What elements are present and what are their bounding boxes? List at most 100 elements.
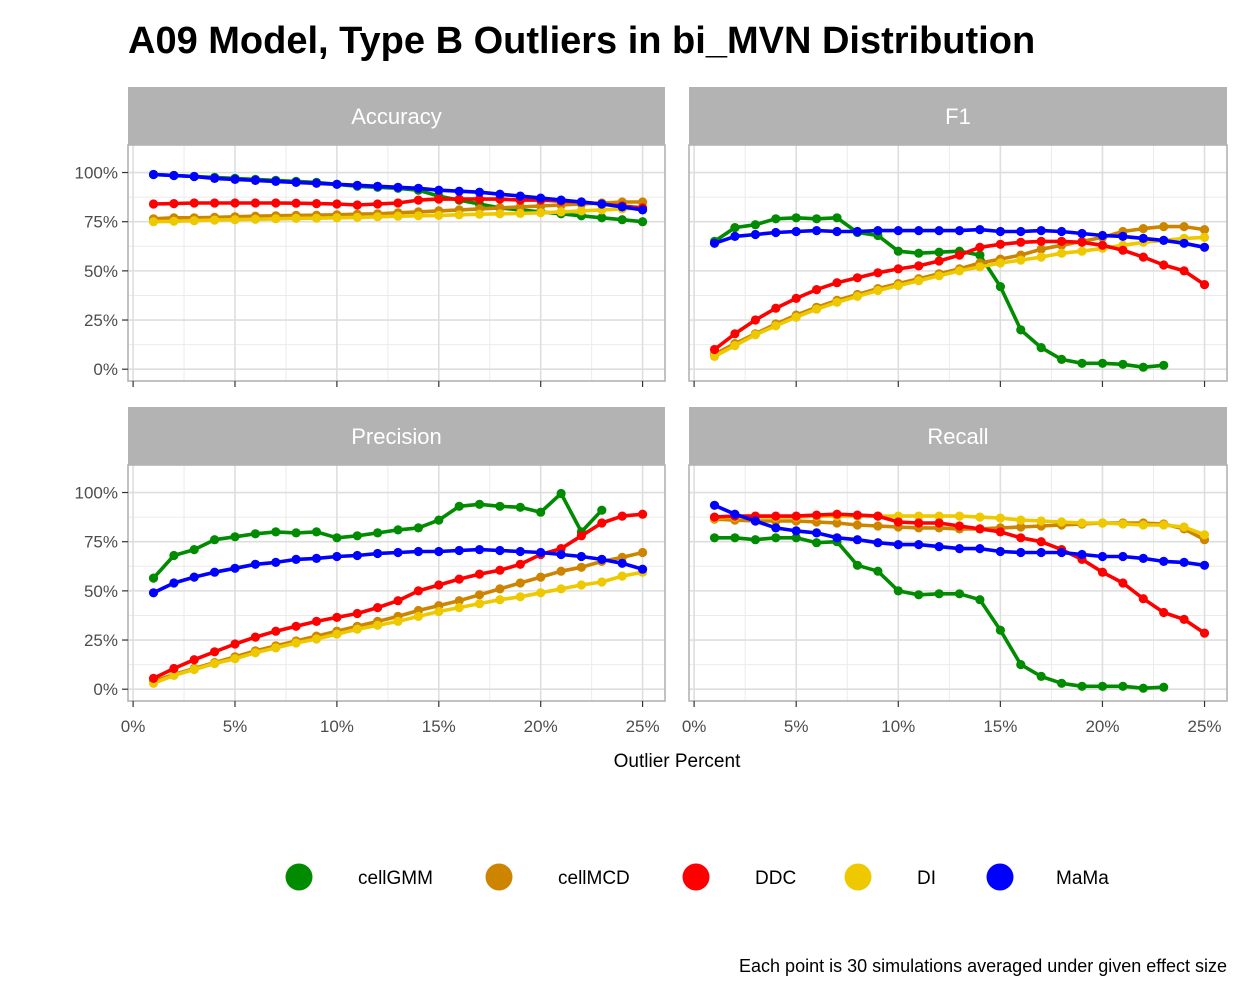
legend-key-di bbox=[844, 863, 872, 891]
data-point-mama bbox=[771, 523, 781, 533]
legend-label-di: DI bbox=[917, 868, 936, 889]
data-point-di bbox=[434, 606, 444, 617]
data-point-mama bbox=[1097, 230, 1108, 241]
series-di-precision bbox=[148, 567, 648, 688]
data-point-cellgmm bbox=[812, 538, 822, 548]
data-point-mama bbox=[210, 567, 220, 577]
data-point-di bbox=[771, 321, 781, 331]
data-point-ddc bbox=[1199, 628, 1210, 638]
panel-border-precision bbox=[127, 464, 666, 702]
data-point-mama bbox=[576, 197, 587, 207]
data-point-mama bbox=[934, 542, 944, 552]
data-point-di bbox=[393, 211, 403, 221]
data-point-cellgmm bbox=[995, 282, 1006, 292]
data-point-ddc bbox=[373, 603, 383, 613]
data-point-cellgmm bbox=[771, 214, 781, 224]
series-ddc-precision bbox=[148, 509, 648, 684]
data-point-ddc bbox=[576, 531, 587, 541]
x-tick-label: 25% bbox=[1188, 717, 1222, 736]
data-point-mama bbox=[893, 540, 903, 550]
strip-accuracy bbox=[128, 87, 665, 145]
data-point-di bbox=[576, 580, 587, 590]
data-point-cellmcd bbox=[474, 590, 485, 600]
data-point-ddc bbox=[995, 239, 1006, 249]
data-point-ddc bbox=[852, 510, 863, 520]
data-point-ddc bbox=[750, 315, 761, 325]
data-point-mama bbox=[1036, 226, 1046, 236]
data-point-cellgmm bbox=[934, 247, 944, 257]
data-point-mama bbox=[1179, 238, 1189, 248]
data-point-mama bbox=[1199, 242, 1210, 252]
data-point-mama bbox=[914, 226, 924, 236]
data-point-cellgmm bbox=[1057, 354, 1067, 364]
data-point-mama bbox=[373, 548, 383, 559]
data-point-mama bbox=[413, 546, 423, 557]
data-point-ddc bbox=[352, 608, 362, 619]
data-point-mama bbox=[536, 547, 546, 558]
data-point-cellgmm bbox=[291, 528, 301, 538]
data-point-di bbox=[975, 512, 985, 522]
data-point-di bbox=[311, 213, 322, 223]
data-point-ddc bbox=[413, 195, 423, 205]
data-point-di bbox=[934, 271, 944, 281]
data-point-ddc bbox=[1118, 245, 1128, 255]
data-point-mama bbox=[791, 526, 801, 536]
y-tick-label: 25% bbox=[84, 631, 118, 650]
data-point-di bbox=[352, 624, 362, 634]
data-point-cellgmm bbox=[1057, 678, 1067, 688]
data-point-ddc bbox=[210, 647, 220, 657]
data-point-cellgmm bbox=[1036, 343, 1046, 353]
data-point-mama bbox=[1159, 235, 1169, 245]
legend-item-cellmcd: cellMCD bbox=[485, 863, 630, 891]
data-point-mama bbox=[474, 545, 485, 555]
data-point-cellmcd bbox=[852, 520, 863, 530]
data-point-ddc bbox=[474, 569, 485, 579]
data-point-ddc bbox=[1057, 236, 1067, 246]
data-point-di bbox=[169, 670, 179, 681]
data-point-cellgmm bbox=[832, 213, 842, 223]
data-point-cellgmm bbox=[474, 499, 485, 509]
data-point-ddc bbox=[893, 517, 903, 527]
data-point-ddc bbox=[873, 511, 883, 521]
data-point-cellmcd bbox=[454, 596, 464, 606]
data-point-ddc bbox=[413, 586, 423, 596]
data-point-ddc bbox=[1016, 237, 1026, 247]
y-tick-label: 50% bbox=[84, 582, 118, 601]
y-tick-label: 75% bbox=[84, 213, 118, 232]
data-point-mama bbox=[1199, 560, 1210, 570]
legend-key-ddc bbox=[682, 863, 710, 891]
data-point-di bbox=[893, 281, 903, 291]
data-point-mama bbox=[1118, 551, 1128, 562]
data-point-di bbox=[474, 209, 485, 219]
data-point-di bbox=[454, 603, 464, 613]
data-point-mama bbox=[709, 500, 720, 510]
data-point-cellgmm bbox=[556, 488, 566, 499]
data-point-ddc bbox=[1097, 240, 1108, 250]
data-point-cellgmm bbox=[434, 515, 444, 525]
data-point-ddc bbox=[730, 329, 740, 339]
x-tick-label: 5% bbox=[784, 717, 809, 736]
data-point-ddc bbox=[250, 198, 260, 208]
data-point-cellmcd bbox=[1159, 222, 1169, 232]
data-point-di bbox=[413, 211, 423, 221]
data-point-ddc bbox=[975, 242, 985, 252]
legend-key-mama bbox=[986, 863, 1014, 891]
series-mama-f1 bbox=[709, 225, 1210, 252]
data-point-cellgmm bbox=[995, 625, 1006, 635]
data-point-mama bbox=[250, 559, 260, 569]
data-point-di bbox=[1179, 522, 1189, 532]
data-point-ddc bbox=[1179, 266, 1189, 276]
chart-title: A09 Model, Type B Outliers in bi_MVN Dis… bbox=[128, 20, 1035, 62]
data-point-di bbox=[1057, 248, 1067, 258]
data-point-di bbox=[250, 214, 260, 224]
data-point-ddc bbox=[434, 580, 444, 590]
data-point-di bbox=[454, 210, 464, 220]
series-mama-precision bbox=[148, 545, 648, 598]
data-point-mama bbox=[515, 546, 525, 557]
data-point-mama bbox=[832, 226, 842, 237]
data-point-mama bbox=[454, 545, 464, 556]
data-point-di bbox=[1057, 517, 1067, 527]
data-point-mama bbox=[434, 185, 444, 195]
data-point-ddc bbox=[1097, 567, 1108, 577]
data-point-mama bbox=[975, 225, 985, 235]
